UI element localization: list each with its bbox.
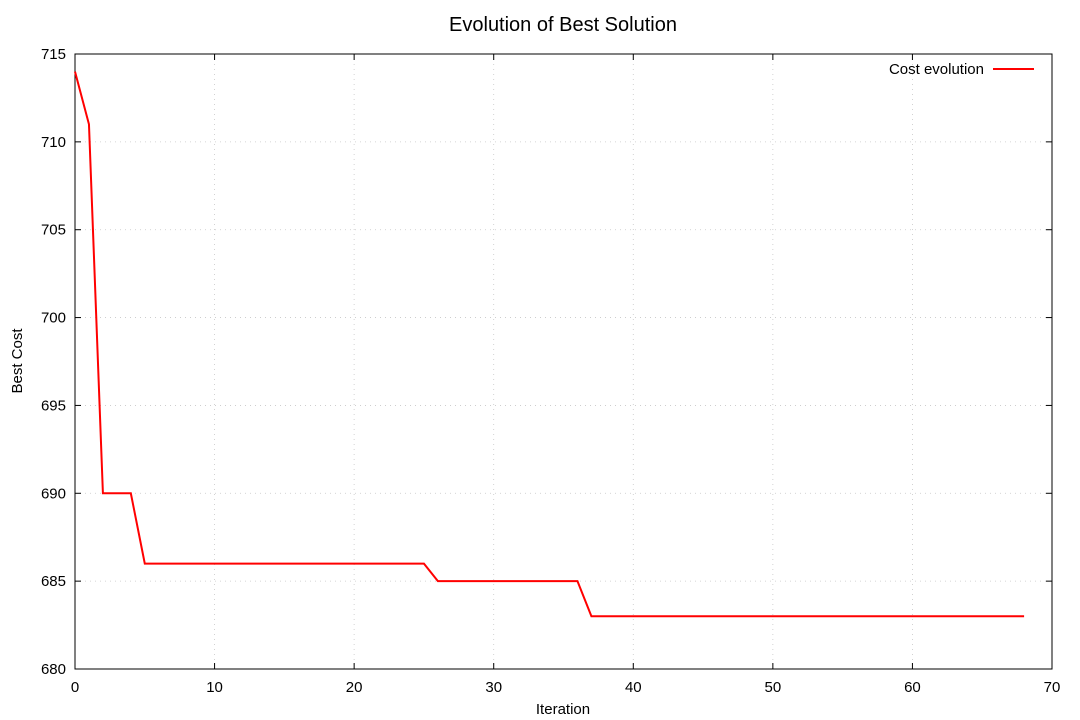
legend-label: Cost evolution bbox=[889, 61, 984, 78]
x-tick-label: 70 bbox=[1044, 679, 1061, 696]
plot-frame bbox=[74, 53, 1053, 670]
x-tick-label: 10 bbox=[206, 679, 223, 696]
x-axis-label: Iteration bbox=[536, 701, 590, 718]
y-tick-label: 685 bbox=[41, 573, 66, 590]
series-line bbox=[74, 71, 1025, 618]
y-tick-label: 700 bbox=[41, 310, 66, 327]
x-tick-label: 20 bbox=[346, 679, 363, 696]
x-tick-label: 60 bbox=[904, 679, 921, 696]
x-tick-label: 0 bbox=[71, 679, 79, 696]
x-tick-label: 40 bbox=[625, 679, 642, 696]
y-tick-label: 690 bbox=[41, 485, 66, 502]
y-tick-label: 680 bbox=[41, 661, 66, 678]
x-tick-label: 30 bbox=[485, 679, 502, 696]
series-layer bbox=[74, 71, 1025, 618]
y-tick-label: 710 bbox=[41, 134, 66, 151]
legend: Cost evolution bbox=[889, 61, 1034, 78]
y-tick-label: 705 bbox=[41, 222, 66, 239]
x-tick-label: 50 bbox=[765, 679, 782, 696]
y-tick-label: 715 bbox=[41, 46, 66, 63]
chart-title: Evolution of Best Solution bbox=[449, 14, 677, 36]
y-axis-label: Best Cost bbox=[9, 328, 26, 394]
y-tick-label: 695 bbox=[41, 397, 66, 414]
axes: 0 10 20 30 40 50 60 70 680 685 690 695 700 705 710 715 bbox=[41, 46, 1060, 696]
